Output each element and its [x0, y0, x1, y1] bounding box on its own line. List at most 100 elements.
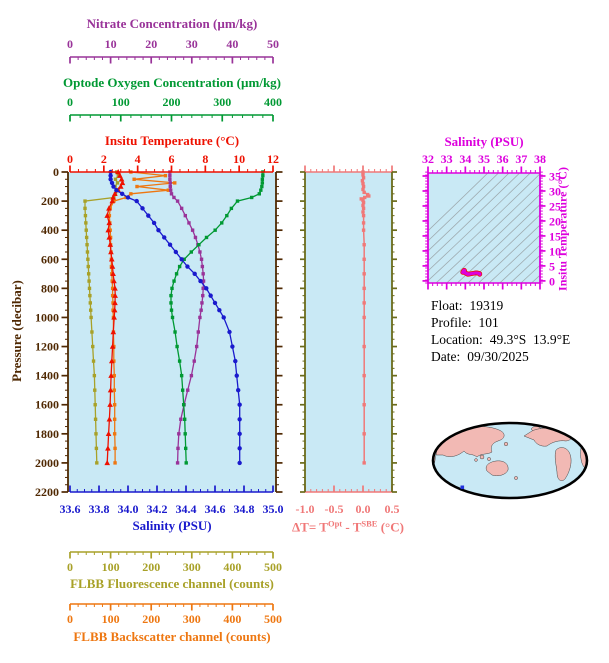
nitrate-series-marker [175, 199, 180, 203]
ts-temp-tick-label: 20 [549, 214, 561, 228]
backscatter-series-marker [110, 279, 114, 283]
oxygen-series-marker [175, 344, 179, 349]
pressure-tick-label: 2000 [35, 456, 59, 470]
main-profile-panel: 0 2 4 6 8 10 12 33.6 33.8 34.0 34.2 34.4 34.6 34.8 35.… [35, 152, 284, 516]
salinity-series-marker [230, 344, 235, 349]
salinity-series [108, 169, 242, 466]
backscatter-series-marker [173, 181, 177, 185]
nitrate-series-marker [168, 184, 172, 189]
fluorescence-series-marker [93, 388, 97, 392]
delta-t-top-axis [304, 165, 393, 173]
delta-t-marker [362, 301, 366, 305]
temperature-series-marker [106, 416, 113, 422]
salinity-series-marker [221, 315, 226, 320]
delta-t-marker [359, 197, 363, 201]
salinity-tick-label: 34.2 [147, 502, 168, 516]
temperature-tick-label: 10 [233, 152, 245, 166]
oxygen-tick-label: 300 [213, 95, 231, 109]
temperature-axis-title: Insitu Temperature (°C) [104, 133, 240, 148]
nitrate-series-marker [200, 301, 204, 305]
delta-t-marker [367, 194, 371, 198]
date-row: Date: 09/30/2025 [431, 348, 570, 365]
delta-t-marker [361, 198, 365, 203]
oxygen-axis: 0 100 200 300 400 [67, 95, 282, 122]
fluorescence-axis: 0 100 200 300 400 500 [67, 551, 282, 574]
nitrate-series-marker [200, 264, 205, 269]
delta-t-marker [362, 432, 366, 436]
fluorescence-series-marker [88, 293, 92, 298]
backscatter-axis-title: FLBB Backscatter channel (counts) [73, 629, 271, 644]
ts-salinity-tick-label: 33 [441, 152, 453, 166]
salinity-series-marker [109, 180, 115, 186]
temperature-series-marker [104, 212, 111, 218]
fluorescence-tick-label: 0 [67, 560, 73, 574]
salinity-series-marker [227, 329, 232, 335]
delta-t-title-sup-sbe: SBE [361, 518, 378, 529]
nitrate-series-marker [168, 177, 172, 181]
ts-scatter-series [460, 267, 483, 277]
nitrate-series-marker [196, 330, 200, 334]
delta-t-left-frame [300, 171, 306, 493]
delta-t-bottom-tick-label: 0.0 [356, 502, 371, 516]
oxygen-series-marker [173, 330, 177, 334]
oxygen-series-marker [177, 264, 182, 269]
map-japan [503, 441, 509, 447]
temperature-series-marker [117, 183, 124, 189]
temperature-series-marker [108, 256, 115, 262]
temperature-series-marker [111, 278, 117, 284]
nitrate-series-marker [193, 235, 198, 240]
delta-t-marker [362, 257, 366, 261]
oxygen-series-marker [204, 235, 209, 240]
salinity-series-marker [146, 213, 151, 218]
fluorescence-series-marker [92, 373, 97, 378]
fluorescence-series-marker [86, 264, 90, 269]
oxygen-series-marker [183, 432, 187, 436]
oxygen-series-marker [260, 184, 264, 189]
temperature-tick-label: 8 [202, 152, 208, 166]
oxygen-series-marker [260, 181, 265, 185]
temperature-series-marker [107, 387, 114, 393]
delta-t-bottom-tick-label: 0.5 [385, 502, 400, 516]
map-island [479, 454, 485, 460]
oxygen-series-marker [235, 199, 240, 203]
oxygen-tick-label: 200 [163, 95, 181, 109]
salinity-series-marker [162, 235, 167, 240]
fluorescence-series-marker [94, 432, 98, 436]
delta-t-marker [361, 176, 366, 180]
ts-temp-tick-label: 25 [549, 199, 561, 213]
ts-salinity-top-axis: 32 33 34 35 36 37 38 [422, 152, 546, 174]
ts-salinity-axis-title: Salinity (PSU) [444, 134, 524, 149]
salinity-tick-label: 35.0 [263, 502, 284, 516]
isopycnal-contour [456, 204, 540, 283]
oxygen-series-marker [180, 388, 185, 392]
oxygen-series-marker [229, 206, 234, 211]
salinity-series-marker [237, 402, 242, 407]
ts-salinity-tick-label: 32 [422, 152, 434, 166]
backscatter-series-marker [135, 184, 139, 189]
delta-t-marker [362, 403, 366, 407]
temperature-series-marker [109, 198, 116, 204]
fluorescence-series-marker [85, 250, 90, 254]
oxygen-axis-title: Optode Oxygen Concentration (µm/kg) [62, 75, 282, 90]
fluorescence-series-marker [84, 235, 89, 240]
ts-point [478, 272, 482, 276]
salinity-series-marker [111, 184, 116, 189]
oxygen-series-marker [169, 301, 173, 305]
temperature-series-marker [108, 249, 114, 255]
fluorescence-series-marker [87, 286, 92, 291]
salinity-series-marker [108, 173, 113, 178]
delta-t-marker [361, 213, 366, 218]
salinity-tick-label: 34.8 [234, 502, 255, 516]
fluorescence-tick-label: 200 [142, 560, 160, 574]
temperature-series-marker [107, 401, 113, 407]
delta-t-title-sup-opt: Opt [327, 518, 343, 529]
backscatter-series-marker [129, 192, 133, 196]
delta-t-marker [361, 203, 365, 208]
fluorescence-series-marker [83, 213, 88, 218]
delta-t-right-frame [391, 171, 397, 493]
salinity-series-marker [233, 358, 238, 364]
float-id-label: Float: [431, 298, 463, 313]
profile-label: Profile: [431, 315, 472, 330]
nitrate-series-marker [168, 188, 173, 192]
pressure-tick-label: 400 [41, 223, 59, 237]
